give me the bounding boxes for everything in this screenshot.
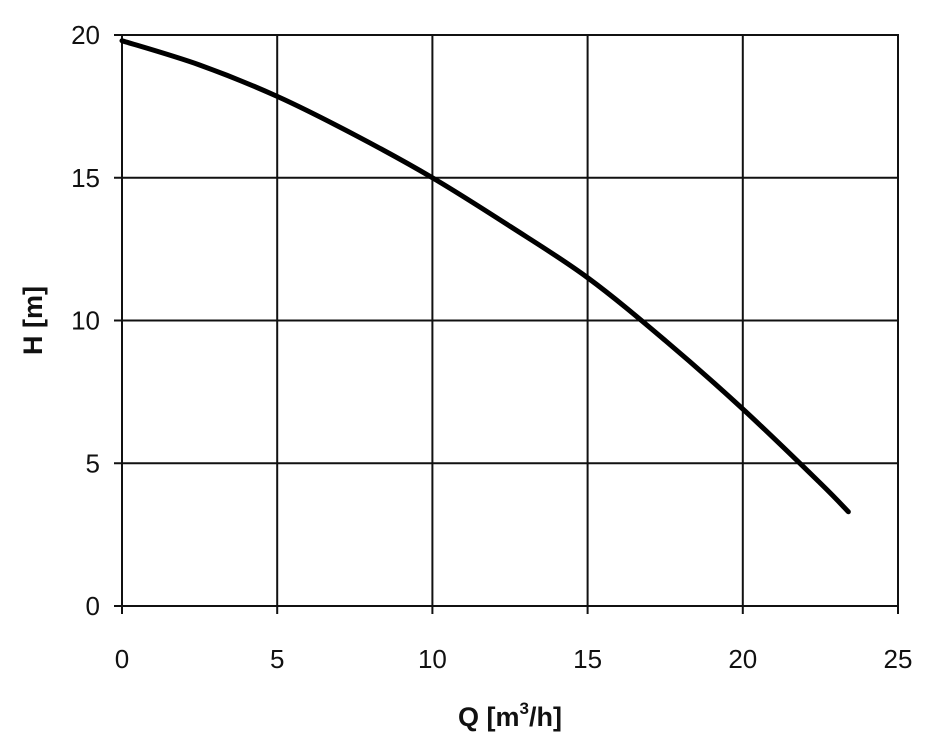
x-tick-label-25: 25	[884, 644, 913, 674]
y-tick-label-5: 5	[86, 448, 100, 478]
x-tick-labels: 0 5 10 15 20 25	[115, 644, 913, 674]
y-tick-label-15: 15	[71, 163, 100, 193]
x-tick-label-10: 10	[418, 644, 447, 674]
grid-lines	[114, 34, 899, 614]
x-tick-label-15: 15	[573, 644, 602, 674]
series-line-head-curve	[119, 38, 851, 515]
y-tick-label-0: 0	[86, 591, 100, 621]
x-tick-label-5: 5	[270, 644, 284, 674]
x-axis-title-suffix: /h]	[529, 702, 562, 732]
y-tick-label-20: 20	[71, 20, 100, 50]
y-tick-labels: 0 5 10 15 20	[71, 20, 100, 621]
plot-area-frame	[121, 34, 899, 607]
x-axis-title-main: Q [m	[458, 702, 520, 732]
y-tick-label-10: 10	[71, 306, 100, 336]
x-tick-label-0: 0	[115, 644, 129, 674]
x-tick-label-20: 20	[728, 644, 757, 674]
x-axis-title-superscript: 3	[520, 699, 529, 718]
y-axis-title: H [m]	[18, 286, 48, 355]
x-axis-title: Q [m3/h]	[458, 699, 562, 732]
